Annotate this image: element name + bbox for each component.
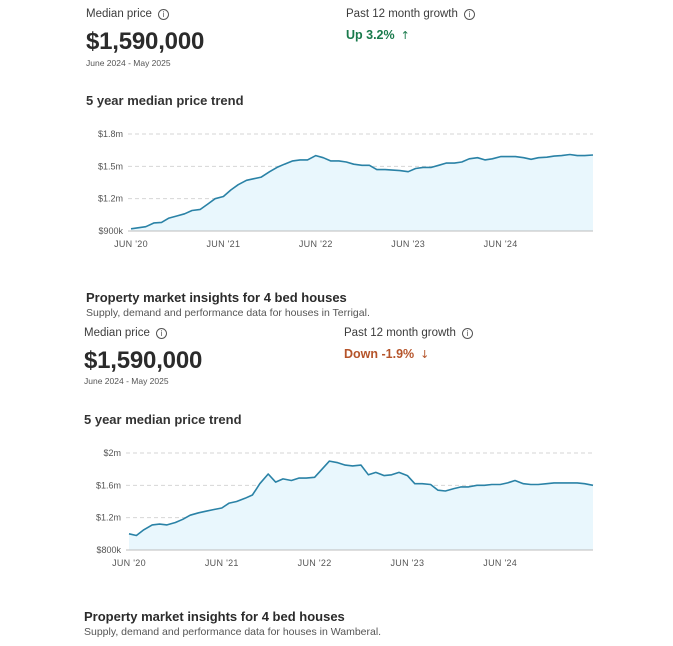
- price-line: [130, 153, 594, 230]
- price-period: June 2024 - May 2025: [86, 58, 171, 68]
- growth-label: Past 12 month growth i: [344, 327, 473, 339]
- price-area: [129, 461, 593, 550]
- y-tick-label: $1.2m: [98, 194, 123, 204]
- info-icon[interactable]: i: [157, 9, 169, 20]
- x-tick-label: JUN '22: [298, 558, 332, 568]
- x-tick-label: JUN '21: [205, 558, 239, 568]
- y-tick-label: $900k: [98, 226, 123, 236]
- x-tick-label: JUN '20: [114, 239, 148, 249]
- median-price-value: $1,590,000: [84, 347, 203, 374]
- price-line: [128, 460, 594, 537]
- price-area: [131, 154, 593, 231]
- growth-value-text: Down -1.9%: [344, 347, 415, 361]
- insights-subtitle: Supply, demand and performance data for …: [84, 626, 382, 638]
- growth-label-text: Past 12 month growth: [346, 8, 458, 20]
- x-tick-label: JUN '23: [390, 558, 424, 568]
- info-icon[interactable]: i: [463, 9, 475, 20]
- price-trend-chart: $1.8m $1.5m $1.2m $900k JUN '20 JUN '21 JUN '2…: [98, 129, 594, 249]
- growth-value: Up 3.2% ↑: [346, 28, 410, 42]
- y-tick-label: $800k: [96, 545, 121, 555]
- x-tick-label: JUN '21: [206, 239, 240, 249]
- trend-title: 5 year median price trend: [86, 93, 244, 108]
- median-price-value: $1,590,000: [86, 28, 205, 55]
- y-tick-label: $1.5m: [98, 161, 123, 171]
- y-tick-label: $1.2m: [96, 513, 121, 523]
- x-tick-label: JUN '24: [483, 558, 517, 568]
- growth-value-text: Up 3.2%: [346, 28, 395, 42]
- median-price-label-text: Median price: [84, 327, 150, 339]
- x-tick-label: JUN '24: [484, 239, 518, 249]
- trend-title: 5 year median price trend: [84, 412, 242, 427]
- growth-value: Down -1.9% ↓: [344, 347, 429, 361]
- arrow-up-icon: ↑: [400, 29, 410, 42]
- growth-label: Past 12 month growth i: [346, 8, 475, 20]
- insights-subtitle: Supply, demand and performance data for …: [86, 307, 370, 319]
- x-tick-label: JUN '23: [391, 239, 425, 249]
- info-icon[interactable]: i: [461, 328, 473, 339]
- median-price-label: Median price i: [84, 327, 167, 339]
- y-tick-label: $1.8m: [98, 129, 123, 139]
- x-tick-label: JUN '22: [299, 239, 333, 249]
- growth-label-text: Past 12 month growth: [344, 327, 456, 339]
- price-period: June 2024 - May 2025: [84, 376, 169, 386]
- median-price-label: Median price i: [86, 8, 169, 20]
- median-price-label-text: Median price: [86, 8, 152, 20]
- info-icon[interactable]: i: [155, 328, 167, 339]
- y-tick-label: $1.6m: [96, 480, 121, 490]
- y-tick-label: $2m: [103, 448, 121, 458]
- insights-title: Property market insights for 4 bed house…: [86, 290, 347, 305]
- arrow-down-icon: ↓: [420, 348, 430, 361]
- insights-title: Property market insights for 4 bed house…: [84, 609, 345, 624]
- x-tick-label: JUN '20: [112, 558, 146, 568]
